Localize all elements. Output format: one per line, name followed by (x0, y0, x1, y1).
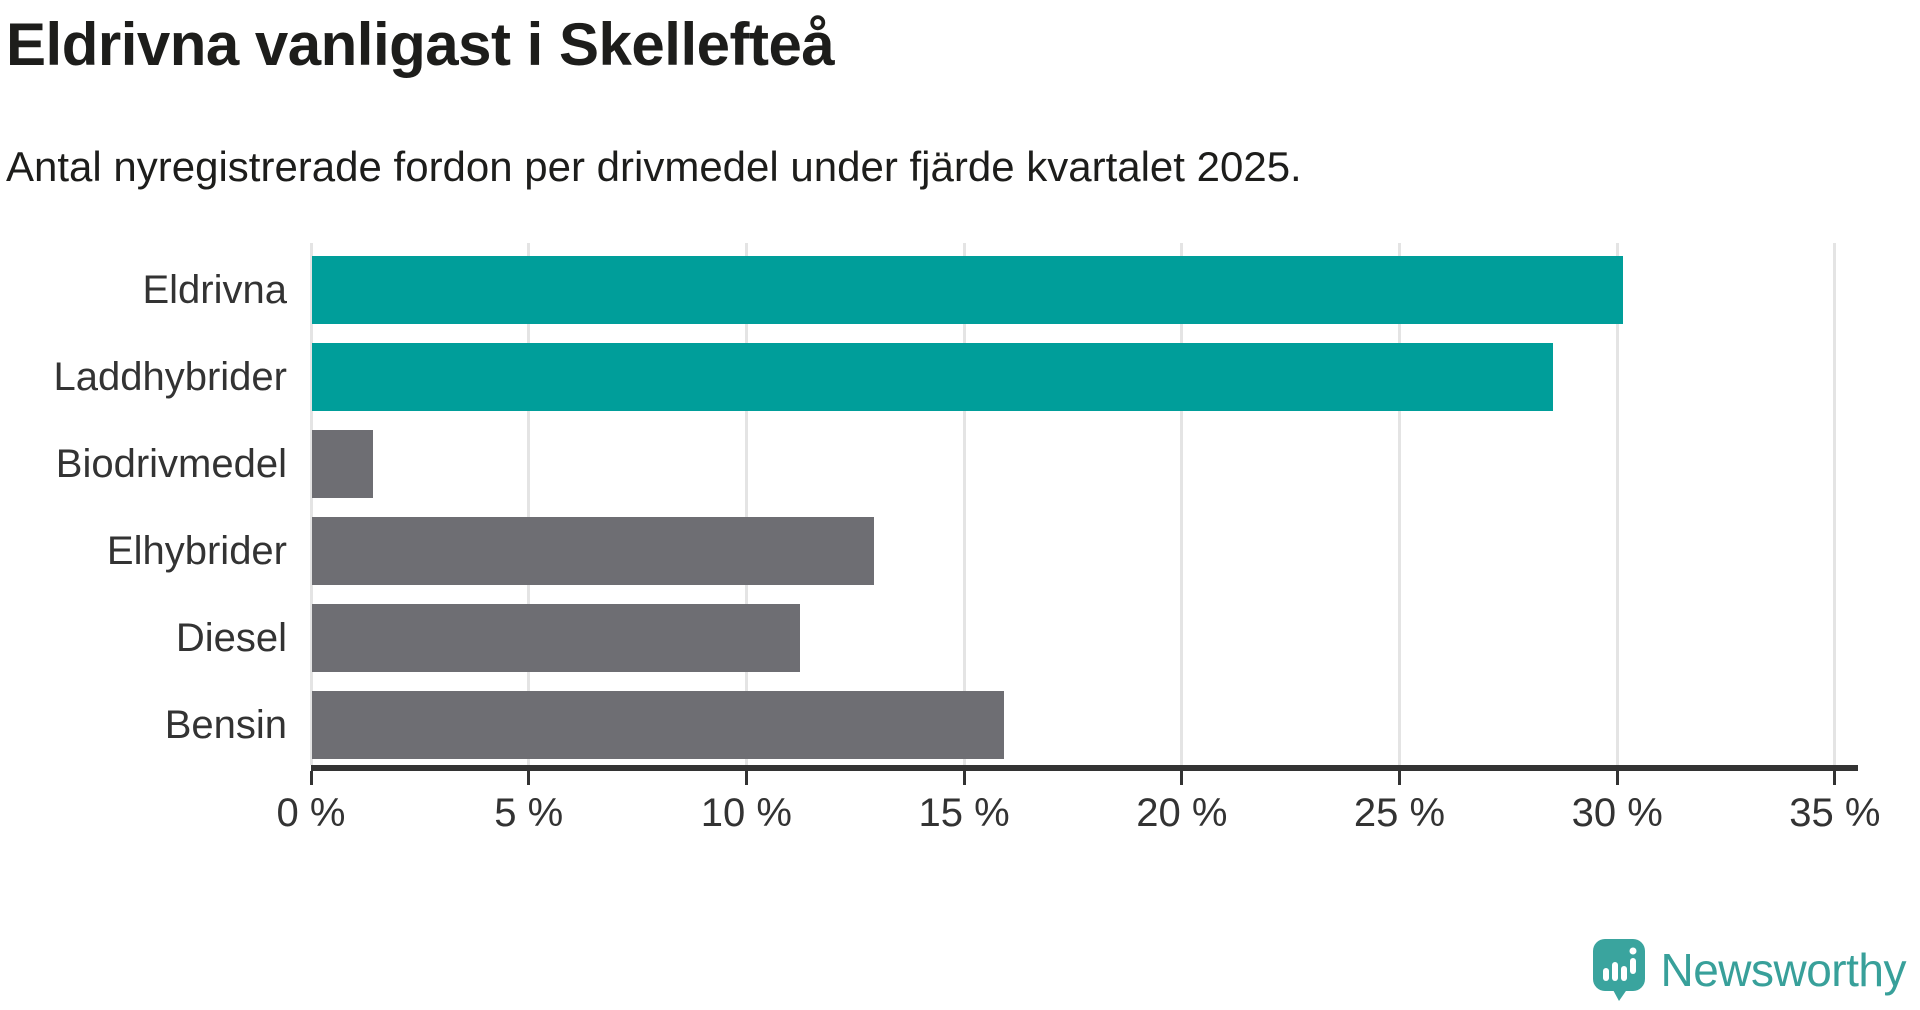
x-axis-tick (1398, 771, 1401, 785)
category-label-laddhybrider: Laddhybrider (53, 354, 288, 399)
x-axis-tick (527, 771, 531, 785)
category-label-biodrivmedel: Biodrivmedel (55, 441, 287, 486)
newsworthy-logo: Newsworthy (1592, 938, 1906, 1002)
x-axis-tick-label: 15 % (918, 791, 1010, 835)
chart-subtitle: Antal nyregistrerade fordon per drivmede… (6, 143, 1302, 190)
gridline (1398, 243, 1401, 765)
category-label-eldrivna: Eldrivna (142, 267, 287, 312)
gridline (309, 243, 313, 765)
x-axis-tick (1180, 771, 1184, 785)
x-axis-tick (1615, 771, 1619, 785)
x-axis-tick (962, 771, 966, 785)
gridline (1180, 243, 1184, 765)
x-axis-tick-label: 0 % (276, 791, 346, 835)
category-label-diesel: Diesel (175, 615, 287, 660)
x-axis-tick (309, 771, 313, 785)
bar-diesel (312, 604, 800, 672)
category-label-bensin: Bensin (164, 702, 287, 747)
gridline (744, 243, 748, 765)
x-axis-tick-label: 35 % (1789, 791, 1881, 835)
bar-biodrivmedel (312, 430, 373, 498)
x-axis-tick (1833, 771, 1837, 785)
bar-laddhybrider (312, 343, 1553, 411)
gridline (1615, 243, 1619, 765)
x-axis-tick-label: 10 % (700, 791, 792, 835)
x-axis-line (311, 765, 1858, 771)
category-label-elhybrider: Elhybrider (106, 528, 287, 573)
newsworthy-speech-bubble-chart-icon (1593, 939, 1646, 1001)
gridline (527, 243, 531, 765)
chart-title: Eldrivna vanligast i Skellefteå (6, 11, 835, 78)
x-axis-tick-label: 5 % (494, 791, 564, 835)
newsworthy-logo-text: Newsworthy (1660, 944, 1906, 996)
bar-elhybrider (312, 517, 874, 585)
gridline (1833, 243, 1837, 765)
x-axis-tick (744, 771, 748, 785)
x-axis-tick-label: 30 % (1571, 791, 1663, 835)
x-axis-tick-label: 20 % (1136, 791, 1228, 835)
x-axis-tick-label: 25 % (1353, 791, 1446, 835)
gridline (962, 243, 966, 765)
bar-bensin (312, 691, 1005, 759)
bar-eldrivna (312, 256, 1623, 324)
